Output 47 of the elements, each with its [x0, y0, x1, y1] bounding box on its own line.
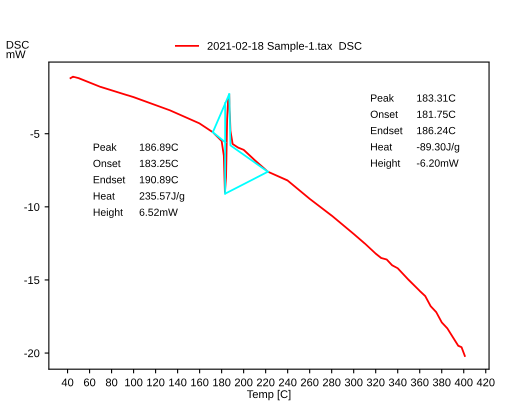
annotation: Endset — [371, 126, 403, 134]
x-tick-label: 380 — [432, 378, 451, 386]
annotation: 183.31C — [417, 94, 456, 102]
annotation: Height — [371, 159, 400, 169]
x-tick-label: 320 — [366, 378, 385, 386]
annotation: Onset — [370, 110, 398, 118]
x-tick-label: 240 — [278, 378, 296, 386]
x-tick-label: 120 — [147, 378, 164, 386]
legend-label: 2021-02-18 Sample-1.tax DSC — [208, 42, 362, 52]
x-tick-label: 100 — [125, 378, 142, 386]
y-tick-label: -15 — [24, 276, 40, 284]
x-tick-label: 260 — [300, 378, 319, 386]
y-tick-label: -5 — [30, 130, 40, 138]
y-tick-label: -20 — [24, 349, 40, 358]
x-tick-label: 60 — [84, 378, 96, 386]
annotation: Height — [94, 208, 123, 218]
annotation: Heat — [371, 143, 392, 151]
x-tick-label: 420 — [476, 378, 495, 386]
x-tick-label: 280 — [322, 378, 341, 386]
annotation: Endset — [94, 176, 126, 184]
annotation: Peak — [94, 143, 117, 151]
x-tick-label: 140 — [169, 378, 186, 386]
annotation: 183.25C — [140, 160, 178, 168]
x-tick-label: 160 — [191, 378, 208, 386]
x-tick-label: 340 — [388, 378, 407, 386]
annotation: 186.89C — [140, 143, 178, 151]
x-tick-label: 80 — [106, 378, 118, 386]
annotation: Heat — [94, 192, 115, 200]
annotation: 190.89C — [140, 176, 178, 184]
annotation: 6.52mW — [140, 208, 178, 216]
x-tick-label: 400 — [454, 378, 473, 386]
annotation: 181.75C — [417, 110, 456, 118]
x-tick-label: 360 — [410, 378, 429, 386]
annotation: Peak — [371, 94, 394, 102]
y-axis-title: DSC mW — [6, 40, 29, 58]
x-tick-label: 180 — [213, 378, 230, 386]
annotation: 186.24C — [417, 126, 456, 134]
x-axis-title: Temp [C] — [246, 390, 290, 400]
annotation: -6.20mW — [416, 159, 459, 167]
y-tick-label: -10 — [24, 203, 40, 211]
annotation: -89.30J/g — [416, 142, 460, 153]
x-tick-label: 200 — [234, 378, 252, 386]
annotation: Onset — [93, 160, 121, 168]
annotation: 235.57J/g — [140, 192, 184, 202]
x-tick-label: 40 — [62, 378, 74, 386]
x-tick-label: 300 — [344, 378, 363, 386]
x-tick-label: 220 — [256, 378, 274, 386]
